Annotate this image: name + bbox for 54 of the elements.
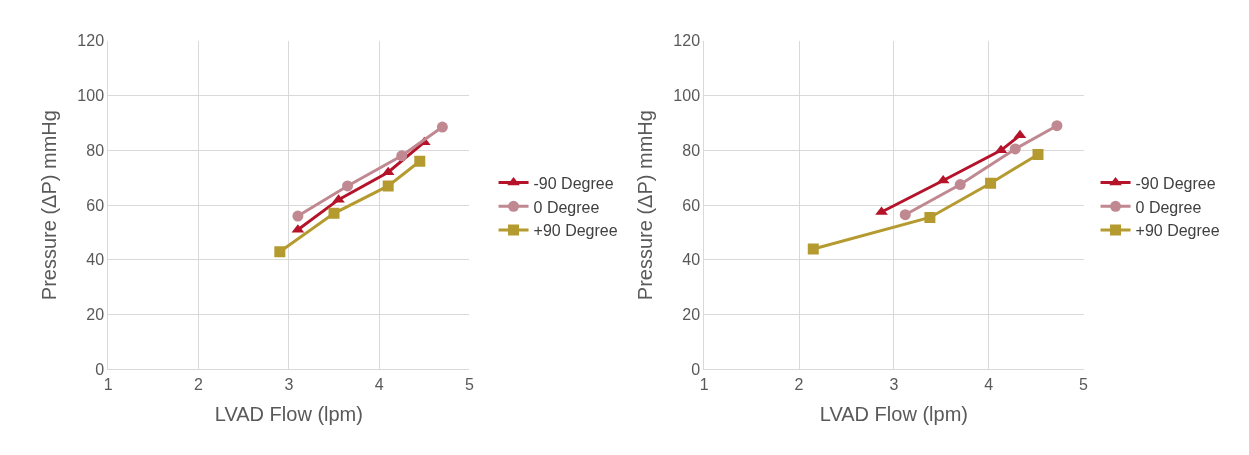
y-tick-label: 100: [77, 87, 105, 105]
y-tick-label: 40: [86, 251, 105, 269]
point: [899, 209, 911, 221]
point: [414, 155, 426, 167]
y-tick-label: 100: [673, 87, 701, 105]
point: [328, 207, 340, 219]
y-tick-label: 40: [682, 251, 701, 269]
point: [436, 121, 448, 133]
x-tick-label: 5: [1079, 375, 1089, 393]
x-tick-label: 1: [699, 375, 709, 393]
y-tick-label: 60: [682, 196, 701, 214]
y-tick-label: 0: [95, 361, 105, 379]
point: [994, 144, 1008, 154]
point: [381, 166, 395, 176]
y-axis-title: Pressure (ΔP) mmHg: [633, 110, 656, 301]
y-tick-label: 20: [682, 306, 701, 324]
legend-label: +90 Degree: [533, 222, 618, 240]
point: [342, 180, 354, 192]
x-axis-title: LVAD Flow (lpm): [819, 403, 968, 426]
point: [292, 210, 304, 222]
point: [807, 243, 819, 255]
point: [954, 179, 966, 191]
point: [382, 180, 394, 192]
y-tick-label: 20: [86, 306, 105, 324]
x-tick-label: 3: [889, 375, 899, 393]
x-axis-title: LVAD Flow (lpm): [214, 403, 363, 426]
y-tick-label: 80: [86, 141, 105, 159]
legend-label: 0 Degree: [1135, 198, 1202, 216]
x-tick-label: 1: [103, 375, 113, 393]
y-tick-label: 0: [691, 361, 701, 379]
legend-label: -90 Degree: [533, 174, 614, 192]
legend-label: 0 Degree: [533, 198, 600, 216]
y-tick-label: 60: [86, 196, 105, 214]
point: [985, 177, 997, 189]
x-tick-label: 2: [194, 375, 204, 393]
point: [274, 246, 286, 258]
point: [924, 211, 936, 223]
point: [1051, 120, 1063, 132]
y-tick-label: 120: [77, 32, 105, 50]
point: [1032, 148, 1044, 160]
legend-label: -90 Degree: [1135, 174, 1216, 192]
point: [1009, 143, 1021, 155]
y-tick-label: 120: [673, 32, 701, 50]
y-axis-title: Pressure (ΔP) mmHg: [37, 110, 60, 301]
x-tick-label: 4: [374, 375, 384, 393]
legend-label: +90 Degree: [1135, 222, 1220, 240]
x-tick-label: 4: [984, 375, 994, 393]
point: [1013, 129, 1027, 139]
point: [396, 150, 408, 162]
y-tick-label: 80: [682, 141, 701, 159]
x-tick-label: 2: [794, 375, 804, 393]
x-tick-label: 3: [284, 375, 294, 393]
x-tick-label: 5: [465, 375, 475, 393]
point: [936, 174, 950, 184]
